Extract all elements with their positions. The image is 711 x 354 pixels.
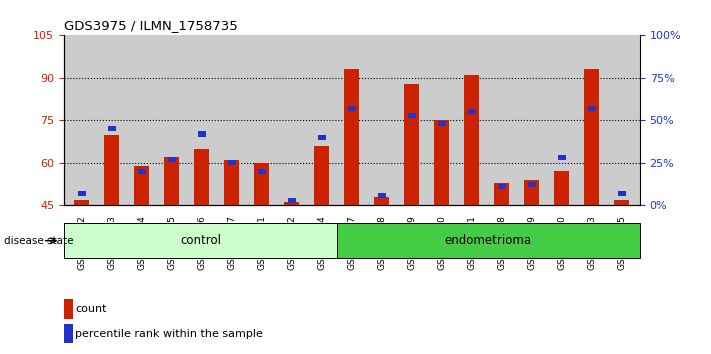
- Bar: [78, 191, 86, 196]
- Bar: [198, 131, 205, 137]
- Bar: [614, 200, 629, 205]
- Bar: [284, 202, 299, 205]
- Bar: [225, 160, 240, 205]
- Text: disease state: disease state: [4, 236, 73, 246]
- Bar: [434, 120, 449, 205]
- Bar: [344, 69, 360, 205]
- Bar: [105, 135, 119, 205]
- Bar: [498, 184, 506, 189]
- Text: count: count: [75, 304, 107, 314]
- Text: percentile rank within the sample: percentile rank within the sample: [75, 329, 263, 339]
- Bar: [468, 109, 476, 114]
- Bar: [169, 157, 176, 162]
- Bar: [464, 75, 479, 205]
- Bar: [584, 69, 599, 205]
- Bar: [138, 169, 146, 174]
- Bar: [75, 200, 90, 205]
- Bar: [438, 121, 446, 126]
- Bar: [348, 106, 356, 111]
- Bar: [195, 149, 210, 205]
- Bar: [164, 157, 179, 205]
- Bar: [319, 135, 326, 140]
- Text: endometrioma: endometrioma: [445, 234, 532, 247]
- Text: control: control: [180, 234, 221, 247]
- Bar: [375, 197, 390, 205]
- Bar: [618, 191, 626, 196]
- Bar: [378, 193, 385, 198]
- Bar: [555, 171, 570, 205]
- Bar: [525, 180, 540, 205]
- Bar: [494, 183, 509, 205]
- Bar: [405, 84, 419, 205]
- Bar: [288, 198, 296, 203]
- Bar: [558, 155, 566, 160]
- Bar: [314, 146, 329, 205]
- Bar: [255, 163, 269, 205]
- Bar: [134, 166, 149, 205]
- Bar: [588, 106, 596, 111]
- Bar: [528, 182, 535, 188]
- Bar: [408, 113, 416, 118]
- Bar: [258, 169, 266, 174]
- Bar: [108, 126, 116, 131]
- Text: GDS3975 / ILMN_1758735: GDS3975 / ILMN_1758735: [64, 19, 237, 32]
- Bar: [228, 160, 236, 165]
